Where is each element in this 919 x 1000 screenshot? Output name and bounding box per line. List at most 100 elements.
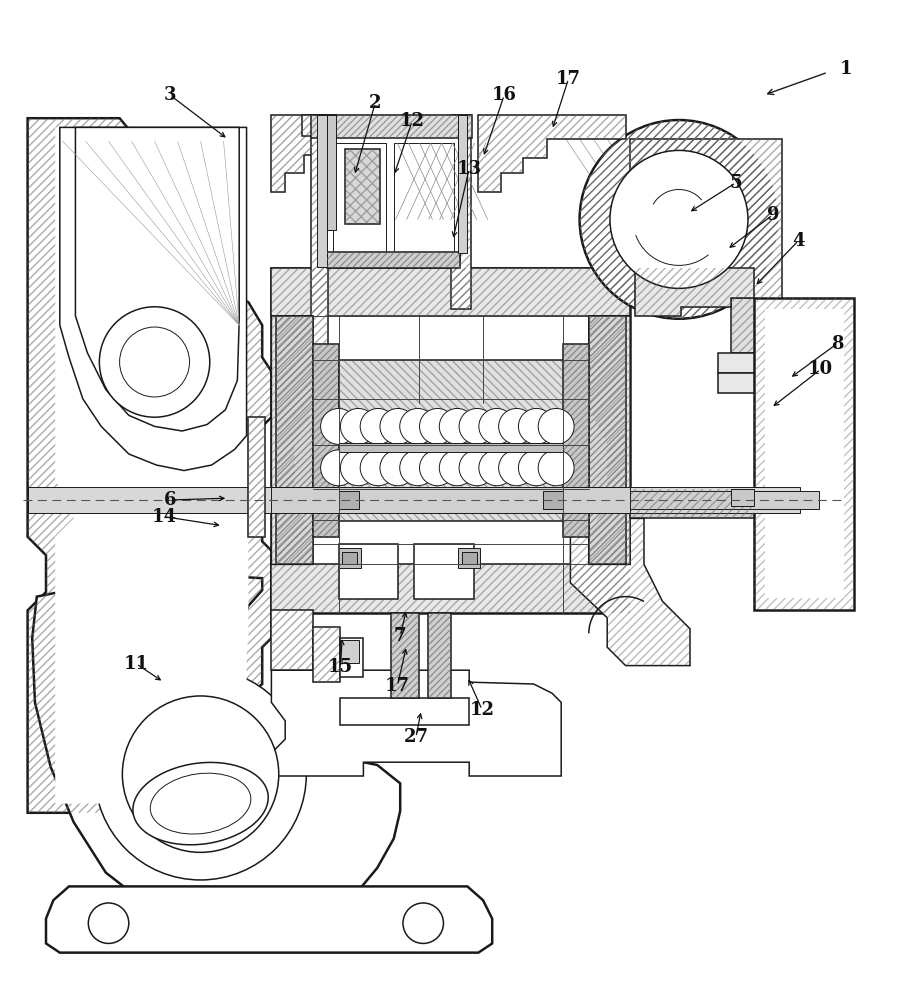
Bar (588, 316, 625, 564)
Bar (542, 491, 562, 509)
Bar (317, 115, 326, 267)
Text: 8: 8 (830, 335, 843, 353)
Bar (276, 316, 312, 564)
Text: 15: 15 (327, 658, 353, 676)
Bar (450, 115, 471, 309)
Bar (340, 640, 358, 663)
Circle shape (498, 450, 534, 486)
Bar (338, 360, 562, 521)
Bar (414, 544, 473, 599)
Bar (312, 344, 338, 537)
Text: 7: 7 (393, 627, 406, 645)
Text: 4: 4 (791, 232, 804, 250)
Text: 12: 12 (469, 701, 494, 719)
Bar (588, 316, 625, 564)
Text: 13: 13 (456, 160, 482, 178)
Circle shape (609, 150, 747, 288)
Bar (765, 309, 843, 598)
Polygon shape (630, 489, 754, 518)
Ellipse shape (132, 762, 268, 845)
Bar (731, 298, 754, 353)
Bar (345, 149, 380, 224)
Circle shape (360, 450, 396, 486)
Bar (731, 298, 754, 353)
Bar (754, 298, 853, 610)
Bar (562, 344, 588, 537)
Circle shape (419, 450, 455, 486)
Bar (338, 360, 562, 521)
Text: 1: 1 (839, 60, 852, 78)
Bar (248, 417, 265, 537)
Bar (461, 552, 476, 564)
Bar (342, 552, 357, 564)
Circle shape (399, 450, 436, 486)
Text: 14: 14 (151, 508, 176, 526)
Text: 3: 3 (164, 86, 176, 104)
Bar (311, 115, 327, 378)
Circle shape (518, 408, 553, 444)
Bar (271, 610, 312, 670)
Circle shape (459, 450, 494, 486)
Bar (731, 489, 754, 506)
Circle shape (119, 327, 189, 397)
Bar (301, 115, 336, 136)
Bar (311, 115, 471, 138)
Circle shape (380, 450, 415, 486)
Polygon shape (478, 115, 625, 192)
Text: 11: 11 (123, 655, 149, 673)
Polygon shape (60, 127, 246, 471)
Text: 5: 5 (729, 174, 742, 192)
Bar (450, 115, 471, 309)
Bar (717, 373, 754, 393)
Circle shape (459, 408, 494, 444)
Bar (312, 627, 340, 682)
Bar (271, 610, 312, 670)
Text: 17: 17 (384, 677, 410, 695)
Bar (345, 149, 380, 224)
Bar (458, 548, 480, 568)
Bar (301, 115, 336, 136)
Bar (312, 627, 340, 682)
Circle shape (122, 696, 278, 852)
Ellipse shape (150, 773, 251, 834)
Polygon shape (32, 574, 400, 925)
Polygon shape (634, 268, 754, 316)
Circle shape (439, 450, 475, 486)
Bar (312, 344, 338, 537)
Bar (276, 316, 312, 564)
Bar (271, 268, 630, 613)
Circle shape (479, 450, 515, 486)
Circle shape (419, 408, 455, 444)
Bar (458, 115, 467, 253)
Circle shape (538, 450, 573, 486)
Circle shape (380, 408, 415, 444)
Text: 17: 17 (555, 70, 581, 88)
Bar (271, 564, 630, 613)
Bar (28, 487, 800, 513)
Text: 12: 12 (399, 112, 425, 130)
Bar (271, 564, 630, 613)
Bar (393, 143, 453, 252)
Bar (427, 613, 450, 698)
Polygon shape (271, 316, 312, 564)
Bar (338, 544, 398, 599)
Polygon shape (55, 127, 248, 804)
Bar (271, 268, 630, 316)
Text: 16: 16 (491, 86, 516, 104)
Bar (625, 491, 818, 509)
Polygon shape (271, 115, 312, 192)
Bar (326, 137, 460, 261)
Circle shape (403, 903, 443, 943)
Text: 9: 9 (766, 206, 778, 224)
Circle shape (439, 408, 475, 444)
Circle shape (95, 668, 306, 880)
Circle shape (479, 408, 515, 444)
Text: 6: 6 (164, 491, 176, 509)
Bar (340, 638, 363, 677)
Circle shape (99, 307, 210, 417)
Polygon shape (588, 316, 630, 564)
Circle shape (340, 408, 376, 444)
Bar (338, 548, 360, 568)
Bar (427, 613, 450, 698)
Polygon shape (28, 118, 271, 813)
